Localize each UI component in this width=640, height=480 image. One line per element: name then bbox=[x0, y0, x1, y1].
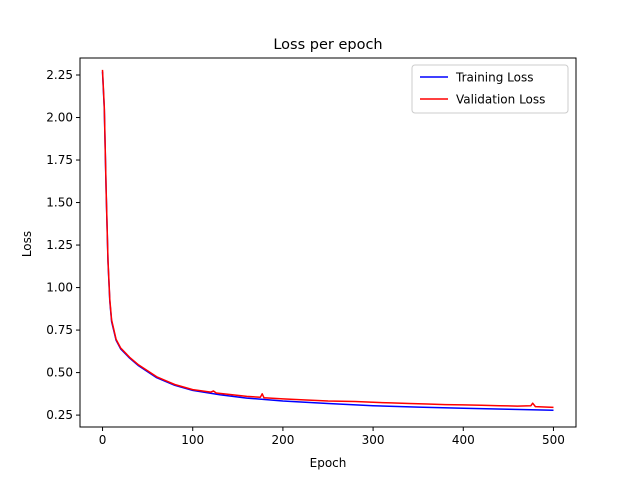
x-tick-label: 400 bbox=[452, 433, 475, 447]
legend-label-training-loss: Training Loss bbox=[455, 71, 533, 85]
y-tick-label: 1.50 bbox=[46, 196, 73, 210]
y-tick-label: 1.25 bbox=[46, 238, 73, 252]
chart-title: Loss per epoch bbox=[273, 37, 382, 53]
y-tick-label: 0.50 bbox=[46, 366, 73, 380]
x-tick-label: 500 bbox=[542, 433, 565, 447]
y-tick-label: 2.25 bbox=[46, 68, 73, 82]
x-tick-label: 200 bbox=[271, 433, 294, 447]
y-tick-label: 1.00 bbox=[46, 281, 73, 295]
legend-label-validation-loss: Validation Loss bbox=[456, 93, 545, 107]
series-line-validation-loss bbox=[101, 69, 554, 409]
plot-area: 0 100 200 300 400 500 0.25 0.50 0.75 1.00 1.25 1.50… bbox=[46, 57, 577, 447]
x-tick-label: 300 bbox=[362, 433, 385, 447]
legend-box bbox=[411, 64, 569, 114]
axes-frame bbox=[79, 57, 577, 428]
y-tick-label: 2.00 bbox=[46, 111, 73, 125]
y-tick-label: 0.25 bbox=[46, 408, 73, 422]
y-tick-label: 1.75 bbox=[46, 153, 73, 167]
x-axis-label: Epoch bbox=[310, 456, 347, 470]
y-axis-label: Loss bbox=[20, 231, 34, 257]
y-tick-label: 0.75 bbox=[46, 323, 73, 337]
x-tick-label: 0 bbox=[99, 433, 107, 447]
x-tick-label: 100 bbox=[181, 433, 204, 447]
